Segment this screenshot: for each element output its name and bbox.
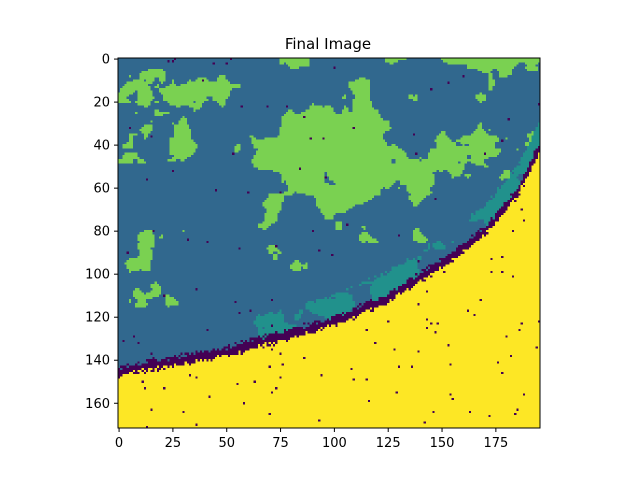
x-tick-label: 150 — [430, 436, 455, 451]
y-tick-label: 0 — [102, 53, 110, 68]
y-tick-label: 80 — [93, 225, 110, 240]
x-tick-label: 125 — [376, 436, 401, 451]
y-tick-label: 40 — [93, 139, 110, 154]
x-tick-label: 100 — [322, 436, 347, 451]
x-axis: 0 25 50 75 100 125 150 175 — [115, 428, 508, 451]
y-tick-label: 140 — [85, 354, 110, 369]
y-axis: 0 20 40 60 80 100 120 140 160 — [85, 53, 118, 412]
x-tick-label: 75 — [272, 436, 289, 451]
x-tick-label: 50 — [218, 436, 235, 451]
y-tick-label: 20 — [93, 96, 110, 111]
y-tick-label: 100 — [85, 268, 110, 283]
y-tick-label: 120 — [85, 311, 110, 326]
x-tick-label: 0 — [115, 436, 123, 451]
y-tick-label: 60 — [93, 182, 110, 197]
y-tick-label: 160 — [85, 397, 110, 412]
heatmap-raster — [118, 58, 540, 428]
x-tick-label: 25 — [165, 436, 182, 451]
chart-title: Final Image — [285, 35, 371, 53]
x-tick-label: 175 — [483, 436, 508, 451]
heatmap-image — [118, 58, 540, 428]
plot-frame — [117, 57, 541, 429]
